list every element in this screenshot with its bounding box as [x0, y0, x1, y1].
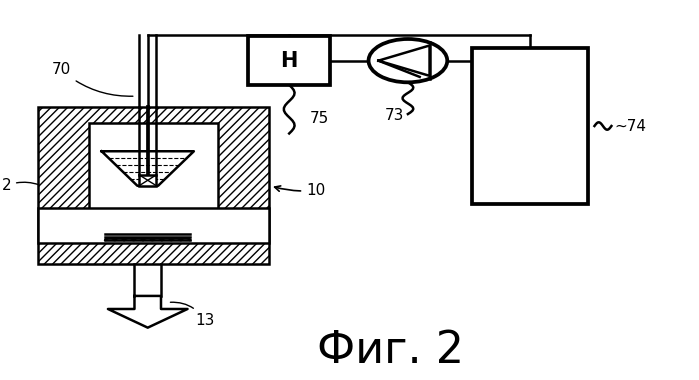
Bar: [38, 208, 269, 243]
Bar: [38, 107, 269, 264]
Text: 73: 73: [384, 108, 404, 124]
Bar: [248, 36, 330, 85]
Text: 10: 10: [275, 183, 326, 198]
Text: ~74: ~74: [615, 119, 647, 133]
Text: 2: 2: [1, 178, 39, 193]
Bar: [139, 175, 157, 186]
Text: 13: 13: [171, 302, 215, 328]
Text: 75: 75: [310, 111, 329, 126]
Text: Фиг. 2: Фиг. 2: [317, 329, 465, 372]
Text: 70: 70: [52, 62, 133, 96]
Polygon shape: [108, 296, 187, 328]
Bar: [473, 48, 588, 204]
Circle shape: [368, 39, 447, 82]
Text: H: H: [280, 51, 298, 71]
Bar: [89, 123, 218, 209]
Polygon shape: [378, 46, 430, 76]
Polygon shape: [101, 151, 194, 186]
